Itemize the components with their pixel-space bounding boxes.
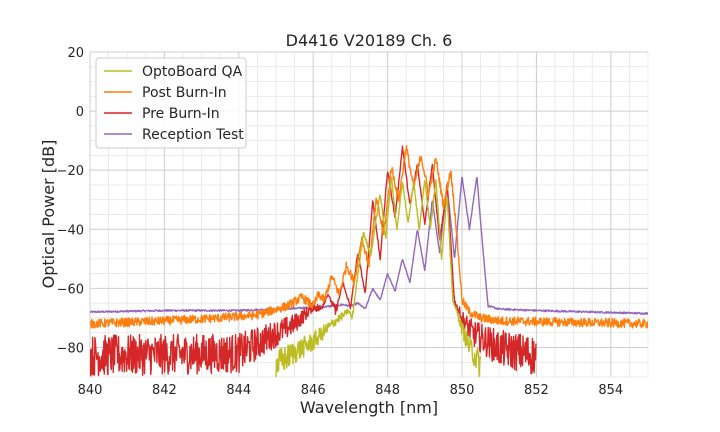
x-tick-label: 840 bbox=[78, 383, 103, 398]
x-tick-label: 852 bbox=[524, 383, 549, 398]
x-tick-label: 850 bbox=[450, 383, 475, 398]
y-axis-label: Optical Power [dB] bbox=[39, 140, 58, 289]
legend-label-reception-test: Reception Test bbox=[142, 127, 244, 143]
x-tick-label: 842 bbox=[152, 383, 177, 398]
legend-label-pre-burn-in: Pre Burn-In bbox=[142, 106, 220, 122]
legend-box bbox=[95, 57, 247, 149]
series-line-reception-test bbox=[90, 176, 648, 315]
legend-label-post-burn-in: Post Burn-In bbox=[142, 85, 227, 101]
x-tick-label: 848 bbox=[375, 383, 400, 398]
y-tick-label: −20 bbox=[57, 164, 84, 179]
series-line-post-burn-in bbox=[90, 144, 648, 329]
legend-label-optoboard-qa: OptoBoard QA bbox=[142, 64, 243, 80]
y-tick-label: 20 bbox=[67, 46, 84, 61]
y-tick-label: −40 bbox=[57, 223, 84, 238]
y-tick-label: 0 bbox=[76, 105, 84, 120]
series-line-optoboard-qa bbox=[275, 176, 482, 377]
y-tick-label: −60 bbox=[57, 282, 84, 297]
chart-title: D4416 V20189 Ch. 6 bbox=[286, 31, 453, 50]
x-tick-label: 854 bbox=[598, 383, 623, 398]
x-tick-label: 844 bbox=[226, 383, 251, 398]
legend: OptoBoard QA Post Burn-In Pre Burn-In Re… bbox=[95, 57, 247, 149]
x-axis-label: Wavelength [nm] bbox=[300, 398, 438, 417]
series-layer bbox=[90, 144, 648, 377]
x-tick-label: 846 bbox=[301, 383, 326, 398]
y-tick-labels: 20 0 −20 −40 −60 −80 bbox=[57, 46, 84, 356]
x-tick-labels: 840 842 844 846 848 850 852 854 bbox=[78, 383, 624, 398]
series-line-pre-burn-in bbox=[90, 145, 537, 377]
y-tick-label: −80 bbox=[57, 341, 84, 356]
